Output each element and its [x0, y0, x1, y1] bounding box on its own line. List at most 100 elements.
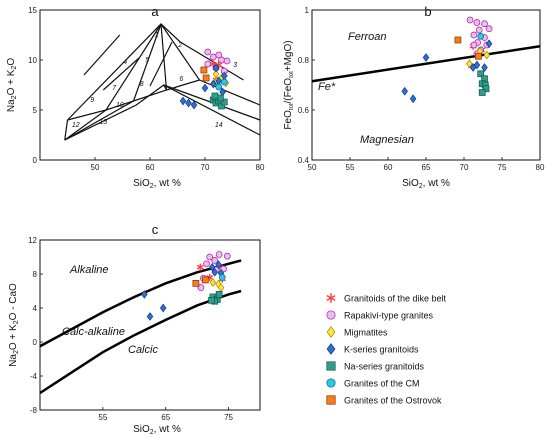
panel-b-point-kser [409, 94, 417, 104]
panel-b-point-rapak [466, 16, 474, 24]
panel-c-point-rapak [215, 251, 223, 258]
panel-a-point-cm [215, 83, 223, 91]
panel-b-points [401, 16, 493, 104]
panel-b-point-kser [422, 53, 430, 62]
panel-b-xlabel: SiO2, wt % [402, 178, 450, 190]
panel-c-ytick-label: 4 [33, 304, 38, 313]
panel-a-point-ostrov [200, 66, 208, 74]
panel-a-ylabel: Na2O + K2O [6, 58, 18, 112]
legend-label-migm: Migmatites [344, 328, 388, 338]
field-number-8: 8 [140, 81, 144, 88]
alkaline-calc-alkaline-boundary [39, 259, 242, 348]
panel-a-point-naser [211, 92, 219, 100]
panel-b-point-kser [401, 86, 408, 96]
panel-a-xtick-label: 70 [201, 163, 210, 172]
legend-label-naser: Na-series granitoids [344, 362, 425, 372]
panel-b: b 50 55 60 65 70 75 80 0.4 0.6 0.8 1 Ferroan Magne… [283, 4, 545, 190]
panel-c-ytick-label: 12 [28, 236, 37, 245]
field-number-5: 5 [145, 57, 149, 64]
panel-c-ytick-label: 0 [33, 338, 38, 347]
field-boundary-line [64, 109, 107, 141]
legend-marker-migm [326, 326, 336, 338]
panel-b-point-migm [483, 50, 491, 60]
panel-a-point-rapak [218, 56, 225, 64]
panel-a-point-kser [190, 100, 198, 110]
region-label-calcic: Calcic [128, 344, 158, 356]
panel-b-point-kser [485, 39, 493, 49]
panel-b-ytick-label: 0.8 [298, 56, 310, 65]
panel-a-point-kser [201, 83, 209, 93]
panel-c-point-kser [211, 267, 218, 277]
panel-b-point-kser [473, 60, 481, 70]
field-number-1: 1 [155, 32, 159, 39]
panel-b-point-rapak [485, 25, 493, 33]
fe-star-boundary-line [311, 45, 541, 83]
field-boundary-line [64, 84, 261, 141]
panel-c-point-kser [159, 303, 167, 313]
panel-c-point-kser [208, 262, 216, 272]
panel-b-point-ostrov [475, 52, 482, 60]
panel-a-point-migm [212, 69, 220, 79]
panel-c: c 55 65 75 -8 -4 0 4 8 12 Alkaline Calc-alkaline… [8, 222, 261, 436]
panel-a-xtick-label: 60 [146, 163, 155, 172]
panel-b-ytick-label: 1 [305, 6, 310, 15]
panel-b-point-rapak [470, 41, 478, 49]
panel-c-ytick-label: -8 [30, 406, 38, 415]
legend-marker-rapak [326, 310, 336, 320]
panel-b-point-rapak [473, 19, 481, 26]
panel-a-field-lines [64, 23, 261, 141]
field-boundary-line [102, 57, 140, 91]
field-number-7: 7 [112, 85, 117, 92]
panel-c-point-rapak [203, 260, 210, 268]
panel-a-point-kser [212, 63, 220, 73]
panel-a-point-rapak [204, 60, 212, 68]
field-boundary-line [64, 119, 69, 141]
panel-b-ylabel: FeOtot/(FeOtot+MgO) [283, 40, 295, 129]
panel-c-ytick-label: 8 [33, 270, 38, 279]
panel-a-point-ostrov [202, 74, 210, 82]
panel-a-point-kser [185, 98, 192, 108]
legend-label-rapak: Rapakivi-type granites [344, 311, 434, 321]
field-boundary-line [149, 41, 173, 87]
panel-b-xtick-label: 50 [308, 163, 317, 172]
field-number-4: 4 [123, 59, 127, 66]
panel-a-ytick-label: 0 [33, 156, 38, 165]
panel-a-xtick-label: 80 [256, 163, 265, 172]
panel-a-ytick-label: 10 [28, 56, 37, 65]
panel-c-label: c [152, 222, 159, 237]
panel-a-xtick-label: 50 [91, 163, 100, 172]
field-number-3: 3 [233, 62, 237, 69]
panel-c-xtick-label: 55 [98, 413, 107, 422]
legend-label-ostrov: Granites of the Ostrovok [344, 396, 442, 406]
panel-a-point-rapak [204, 48, 212, 56]
panel-c-point-rapak [197, 284, 205, 291]
field-number-2: 2 [177, 42, 182, 49]
panel-c-point-kser [215, 260, 222, 269]
panel-a-points [179, 48, 231, 110]
legend-marker-cm [326, 378, 336, 388]
panel-a-point-naser [220, 98, 228, 106]
panel-a-point-rapak [215, 51, 223, 59]
panel-a-label: a [151, 4, 159, 19]
panel-c-points [141, 251, 231, 321]
panel-b-point-naser [482, 85, 490, 93]
panel-a-ytick-label: 5 [33, 106, 38, 115]
panel-b-label: b [424, 4, 431, 19]
panel-b-point-cm [477, 32, 485, 40]
field-boundary-line [163, 84, 168, 91]
panel-c-xtick-label: 65 [161, 413, 170, 422]
legend-label-kser: K-series granitoids [344, 345, 419, 355]
panel-b-ticks: 50 55 60 65 70 75 80 0.4 0.6 0.8 1 [298, 6, 545, 172]
panel-c-point-rapak [223, 252, 231, 260]
panel-c-point-rapak [206, 253, 214, 261]
panel-b-point-migm [466, 59, 473, 69]
panel-c-point-kser [141, 290, 148, 299]
panel-b-point-rapak [481, 20, 488, 28]
panel-b-xtick-label: 60 [384, 163, 393, 172]
panel-c-xtick-label: 75 [224, 413, 233, 422]
panel-c-ticks: 55 65 75 -8 -4 0 4 8 12 [28, 236, 233, 422]
panel-b-ytick-label: 0.6 [298, 106, 310, 115]
